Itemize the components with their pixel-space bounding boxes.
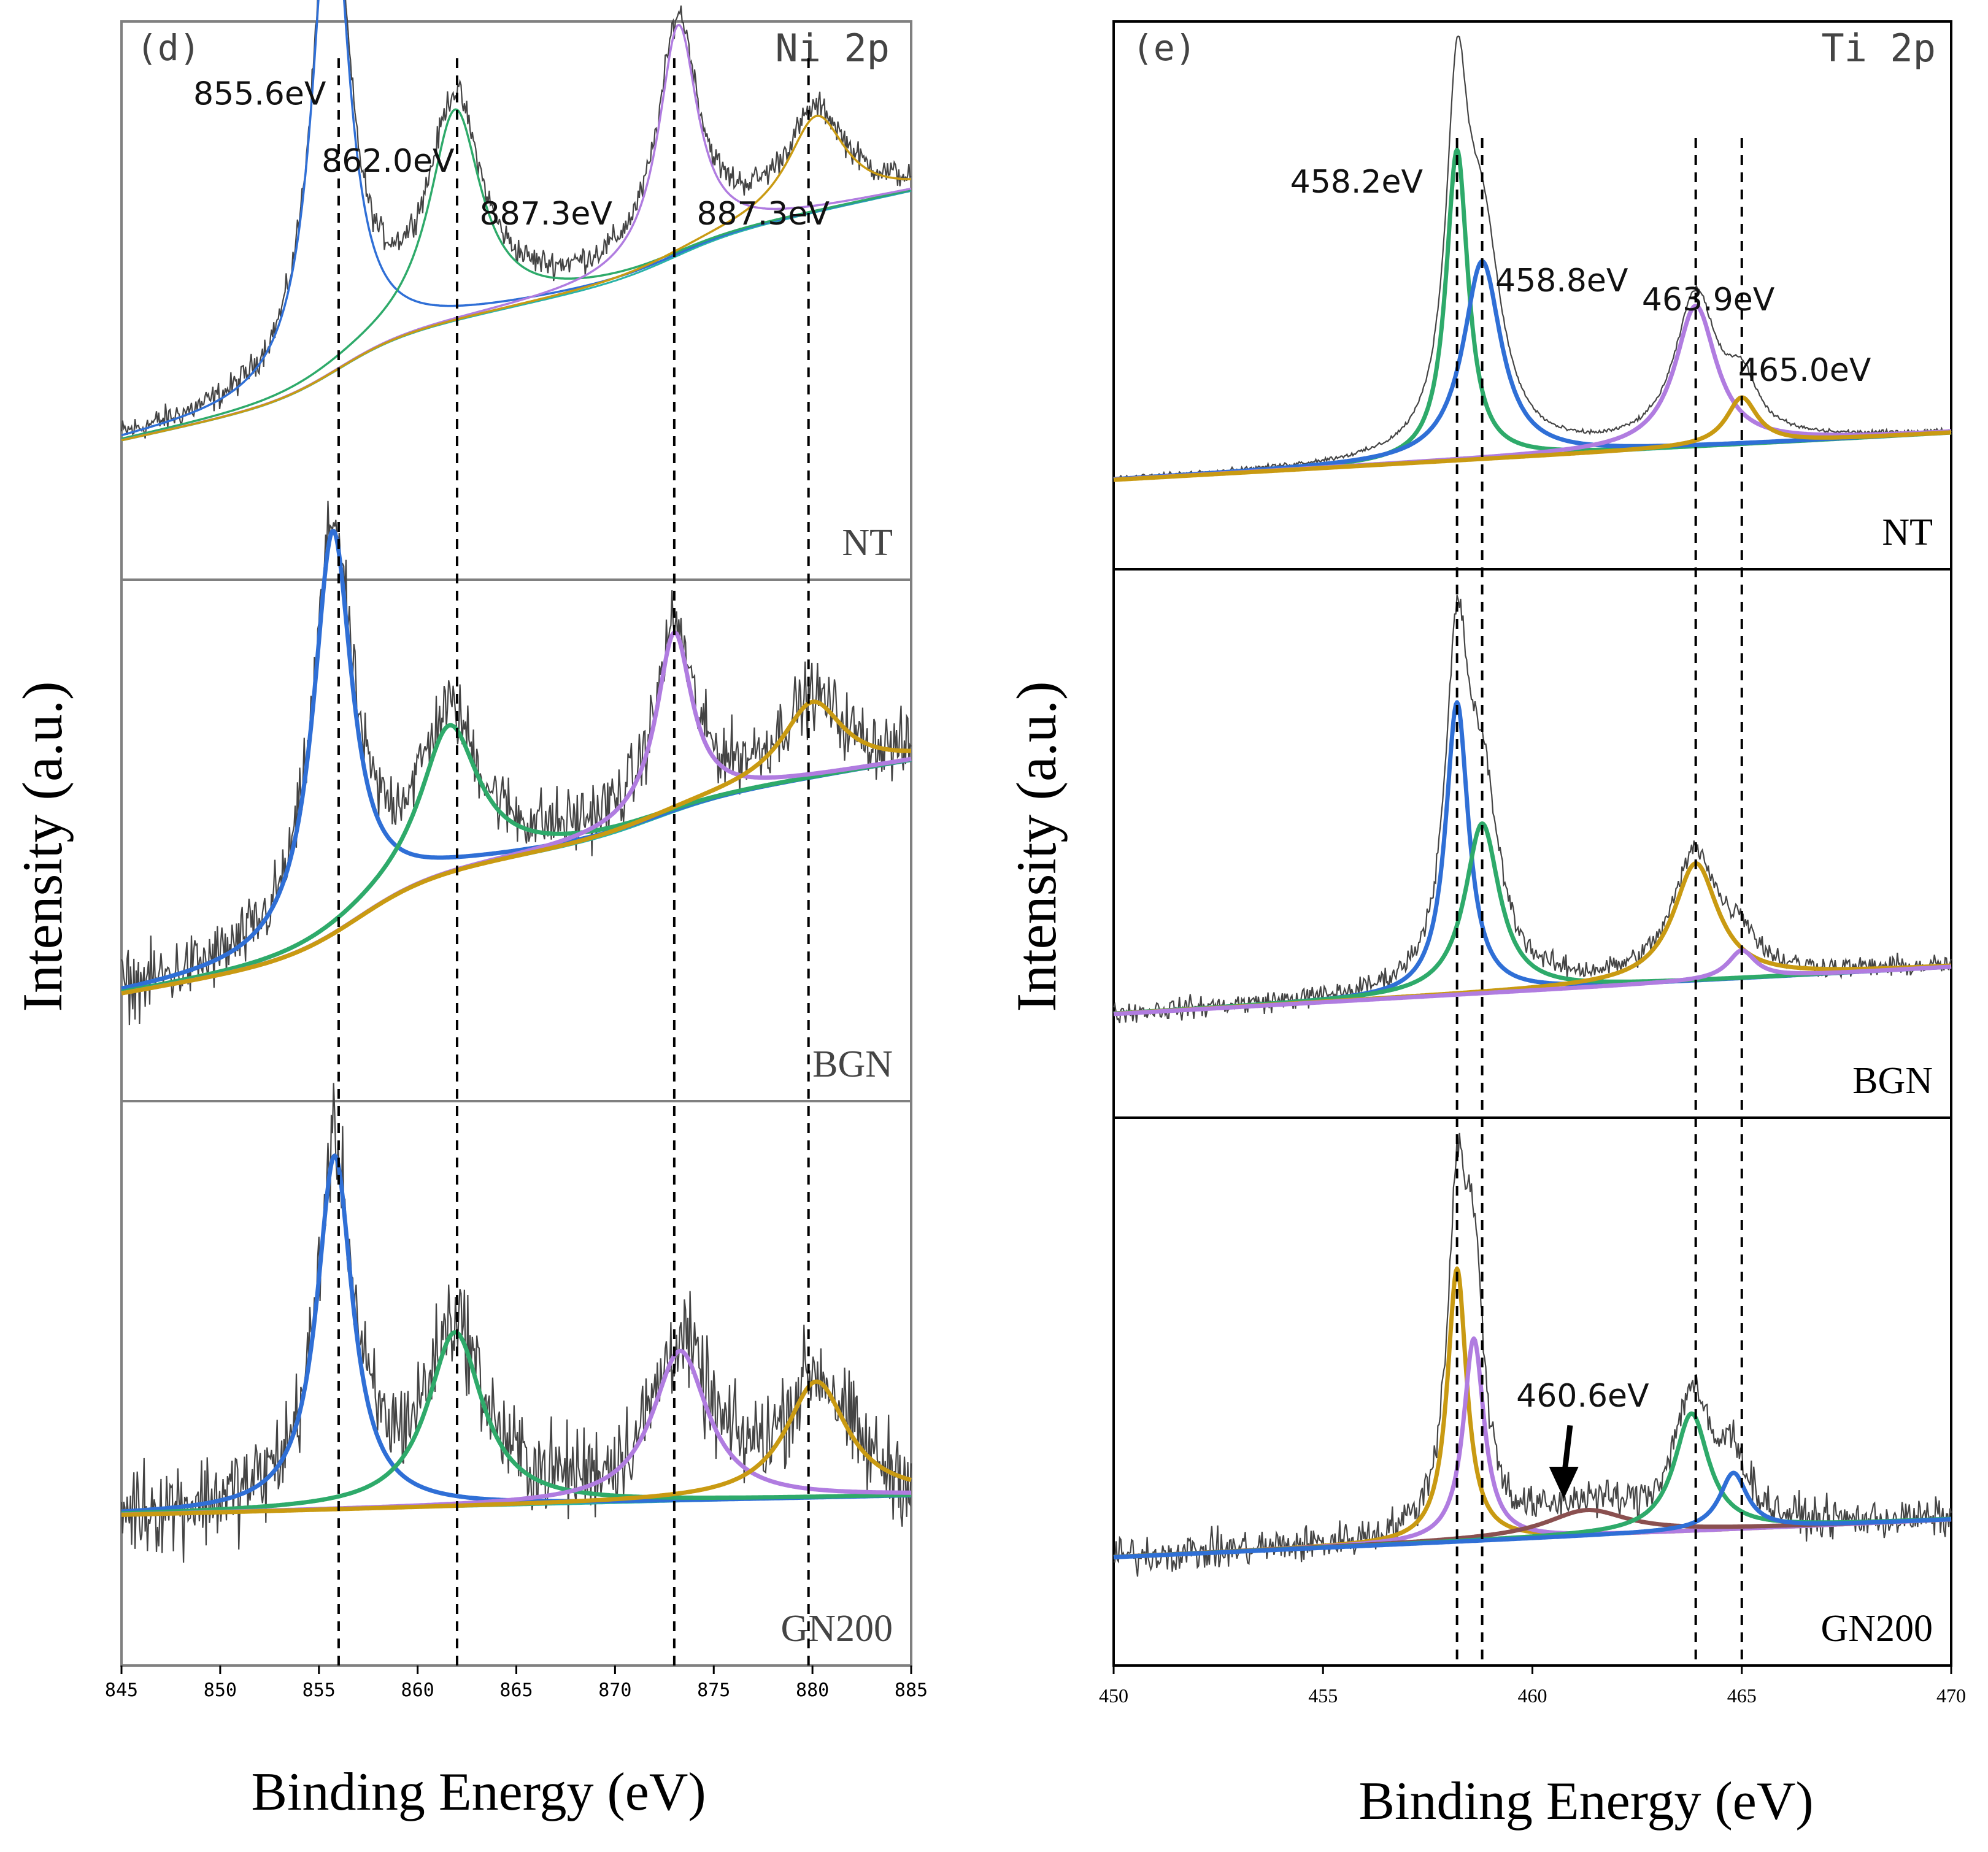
y-axis-label-d: Intensity (a.u.) [11,681,74,1012]
x-tick-label: 450 [1099,1685,1128,1707]
raw-spectrum-nt [1113,35,1952,480]
fit-peak-880.2 [121,115,911,442]
fit-peak-855.8 [120,1153,912,1514]
x-tick-label: 855 [302,1680,336,1701]
subplot-bgn [1112,594,1952,1024]
ni-2p-panel: (d) Ni 2p Intensity (a.u.) Binding Energ… [11,0,928,1822]
x-tick-label: 885 [895,1680,928,1701]
raw-spectrum-gn200 [120,1083,912,1563]
sample-label-gn200: GN200 [780,1608,893,1650]
ti-2p-panel: (e) Ti 2p Intensity (a.u.) Binding Energ… [1005,20,1966,1831]
x-tick-label: 865 [499,1680,533,1701]
x-axis-label-d: Binding Energy (eV) [251,1762,706,1822]
raw-spectrum-bgn [1112,594,1952,1024]
sample-label-gn200: GN200 [1820,1608,1933,1650]
panel-title-ti-2p: Ti 2p [1821,26,1936,71]
peak-annotation: 458.8eV [1495,263,1628,299]
fit-peak-861.9 [120,1330,912,1516]
fit-peak-861.9 [121,108,912,440]
peak-annotation: 887.3eV [696,196,830,232]
fit-peak-464.8 [1112,1470,1952,1559]
x-tick-label: 860 [401,1680,434,1701]
sample-label-bgn: BGN [1852,1060,1933,1102]
fit-peak-463.9 [1112,304,1952,482]
fit-peak-463.8 [1112,1411,1952,1559]
fit-peak-465 [1112,395,1952,482]
fit-peak-861.6 [120,723,912,994]
x-tick-label: 455 [1308,1685,1338,1707]
fit-peak-880.2 [120,1379,912,1517]
peak-annotation: 465.0eV [1738,352,1871,389]
x-axis-label-e: Binding Energy (eV) [1358,1772,1813,1831]
panel-title-ni-2p: Ni 2p [775,26,890,71]
x-tick-label: 845 [105,1680,138,1701]
peak-annotation: 463.9eV [1642,282,1775,318]
peak-annotation: 855.6eV [193,75,326,112]
fit-peak-458.2 [1112,147,1952,482]
sample-label-bgn: BGN [812,1043,893,1085]
x-tick-label: 870 [598,1680,631,1701]
panel-tag-d: (d) [136,27,201,69]
x-tick-label: 850 [204,1680,237,1701]
raw-spectrum-gn200 [1113,1132,1952,1577]
sample-label-nt: NT [842,522,893,564]
annotation-arrow-head [1549,1467,1579,1499]
subplot-nt [1112,35,1952,482]
subplot-frame-bgn [120,578,912,1102]
fit-peak-880 [120,699,912,996]
subplot-gn200 [1112,1132,1952,1577]
baseline-curve [121,759,912,995]
peak-annotation: 460.6eV [1516,1378,1649,1415]
fit-peak-855.7 [120,528,912,991]
peak-annotation: 458.2eV [1290,164,1424,201]
sample-label-nt: NT [1882,512,1933,553]
peak-annotation: 862.0eV [322,143,455,180]
x-tick-label: 880 [796,1680,829,1701]
x-tick-label: 465 [1727,1685,1757,1707]
panel-tag-e: (e) [1132,27,1196,69]
x-tick-label: 875 [697,1680,730,1701]
fit-peak-465 [1112,948,1952,1016]
subplot-nt [120,0,912,442]
y-axis-label-e: Intensity (a.u.) [1005,681,1068,1012]
fit-peak-458.8 [1112,821,1952,1016]
subplot-gn200 [120,1083,912,1563]
x-tick-label: 460 [1518,1685,1547,1707]
subplot-frame-gn200 [120,1100,912,1667]
subplot-frame-bgn [1112,568,1952,1119]
peak-annotation: 887.3eV [480,196,613,232]
x-tick-label: 470 [1936,1685,1966,1707]
subplot-bgn [120,501,912,1026]
